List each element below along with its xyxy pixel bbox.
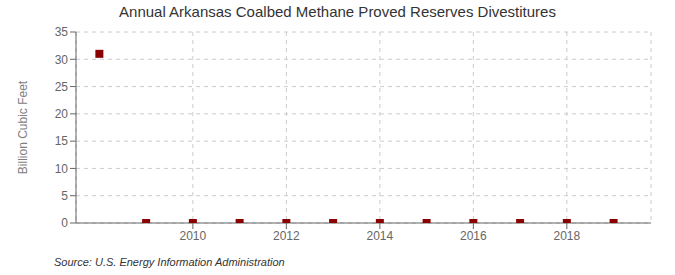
svg-text:2012: 2012 bbox=[273, 229, 300, 243]
svg-text:0: 0 bbox=[61, 216, 68, 230]
svg-text:10: 10 bbox=[55, 162, 69, 176]
svg-text:30: 30 bbox=[55, 53, 69, 67]
svg-text:2018: 2018 bbox=[554, 229, 581, 243]
html-text:Source: U.S. Energy Informatio: Source: U.S. Energy Information Administ… bbox=[54, 256, 285, 268]
svg-text:Billion Cubic Feet: Billion Cubic Feet bbox=[16, 80, 30, 174]
svg-text:2016: 2016 bbox=[460, 229, 487, 243]
svg-text:2010: 2010 bbox=[180, 229, 207, 243]
svg-text:5: 5 bbox=[61, 189, 68, 203]
svg-text:25: 25 bbox=[55, 80, 69, 94]
svg-text:20: 20 bbox=[55, 107, 69, 121]
svg-text:35: 35 bbox=[55, 25, 69, 39]
svg-text:2014: 2014 bbox=[367, 229, 394, 243]
svg-text:15: 15 bbox=[55, 134, 69, 148]
html-text:Annual Arkansas Coalbed Methan: Annual Arkansas Coalbed Methane Proved R… bbox=[119, 3, 556, 20]
